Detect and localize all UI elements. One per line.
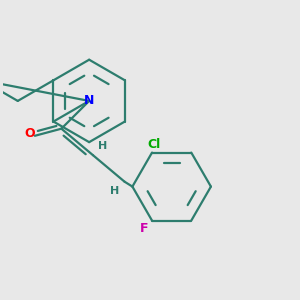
Text: O: O [25,127,35,140]
Text: H: H [110,185,119,196]
Text: Cl: Cl [147,138,161,151]
Text: N: N [84,94,94,107]
Text: H: H [98,141,107,152]
Text: F: F [140,222,148,235]
